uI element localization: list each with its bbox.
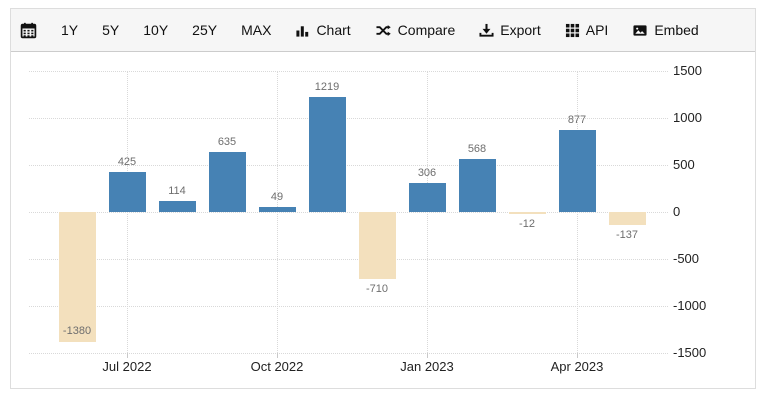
date-range-button[interactable] xyxy=(20,9,49,51)
y-gridline xyxy=(29,212,668,213)
bar[interactable] xyxy=(358,212,396,279)
y-axis-label: 500 xyxy=(673,157,695,172)
x-gridline xyxy=(127,71,128,353)
export-download-icon xyxy=(479,23,494,38)
bar[interactable] xyxy=(208,152,246,212)
bar-value-label: 425 xyxy=(117,156,137,169)
bar[interactable] xyxy=(558,129,596,212)
bar-value-label: 568 xyxy=(467,142,487,155)
chart-toolbar: 1Y 5Y 10Y 25Y MAX Chart xyxy=(11,9,755,52)
compare-shuffle-icon xyxy=(375,23,392,38)
y-axis-label: -1000 xyxy=(673,298,707,313)
range-1y-label: 1Y xyxy=(61,22,79,38)
range-5y-button[interactable]: 5Y xyxy=(90,9,131,51)
bar[interactable] xyxy=(308,97,346,212)
y-gridline xyxy=(29,71,668,72)
calendar-icon xyxy=(20,22,37,39)
x-gridline xyxy=(577,71,578,353)
x-axis-tick xyxy=(577,353,578,358)
bar-value-label: -710 xyxy=(365,282,389,295)
x-gridline xyxy=(277,71,278,353)
bar[interactable] xyxy=(108,172,146,212)
y-gridline xyxy=(29,165,668,166)
chart-button-label: Chart xyxy=(316,22,351,38)
bar-value-label: 49 xyxy=(270,191,284,204)
range-max-label: MAX xyxy=(241,22,272,38)
bar-value-label: 1219 xyxy=(314,81,340,94)
bar[interactable] xyxy=(458,158,496,212)
bar[interactable] xyxy=(158,201,196,212)
y-gridline xyxy=(29,259,668,260)
y-axis-label: 1000 xyxy=(673,110,702,125)
bar[interactable] xyxy=(258,207,296,212)
api-grid-icon xyxy=(565,23,580,38)
x-axis-tick xyxy=(427,353,428,358)
embed-image-icon xyxy=(632,23,648,38)
range-10y-label: 10Y xyxy=(143,22,169,38)
export-button-label: Export xyxy=(500,22,541,38)
y-axis-label: -1500 xyxy=(673,345,707,360)
bar[interactable] xyxy=(408,183,446,212)
bar-chart-icon xyxy=(295,23,310,38)
y-gridline xyxy=(29,353,668,354)
embed-button-label: Embed xyxy=(654,22,699,38)
x-axis-label: Jul 2022 xyxy=(102,359,152,374)
range-10y-button[interactable]: 10Y xyxy=(131,9,180,51)
chart-body: 1500 1000 500 0 -500 -1000 -1500 Jul 2022 Oct 20… xyxy=(11,52,755,388)
x-gridline xyxy=(427,71,428,353)
x-axis-tick xyxy=(277,353,278,358)
y-axis-label: -500 xyxy=(673,251,700,266)
bar-value-label: -12 xyxy=(519,217,535,230)
export-button[interactable]: Export xyxy=(467,9,552,51)
bar-value-label: 635 xyxy=(217,136,237,149)
y-gridline xyxy=(29,306,668,307)
bar[interactable] xyxy=(508,212,546,214)
range-max-button[interactable]: MAX xyxy=(229,9,283,51)
api-button[interactable]: API xyxy=(553,9,621,51)
compare-button-label: Compare xyxy=(397,22,456,38)
bar[interactable] xyxy=(58,212,96,342)
x-axis-tick xyxy=(127,353,128,358)
y-axis-label: 0 xyxy=(673,204,681,219)
range-25y-label: 25Y xyxy=(192,22,218,38)
bar-value-label: 306 xyxy=(417,167,437,180)
x-axis-label: Oct 2022 xyxy=(250,359,304,374)
chart-type-button[interactable]: Chart xyxy=(283,9,362,51)
embed-button[interactable]: Embed xyxy=(620,9,710,51)
y-gridline xyxy=(29,118,668,119)
bar-value-label: -137 xyxy=(615,228,639,241)
x-axis-label: Apr 2023 xyxy=(550,359,604,374)
bar-value-label: -1380 xyxy=(62,324,92,337)
range-25y-button[interactable]: 25Y xyxy=(180,9,229,51)
x-axis-label: Jan 2023 xyxy=(400,359,454,374)
range-5y-label: 5Y xyxy=(102,22,120,38)
y-axis-label: 1500 xyxy=(673,63,702,78)
bar[interactable] xyxy=(608,212,646,225)
compare-button[interactable]: Compare xyxy=(363,9,468,51)
bar-value-label: 114 xyxy=(168,185,186,198)
range-1y-button[interactable]: 1Y xyxy=(49,9,90,51)
bar-value-label: 877 xyxy=(567,113,587,126)
api-button-label: API xyxy=(585,22,609,38)
chart-widget: 1Y 5Y 10Y 25Y MAX Chart xyxy=(10,8,756,389)
